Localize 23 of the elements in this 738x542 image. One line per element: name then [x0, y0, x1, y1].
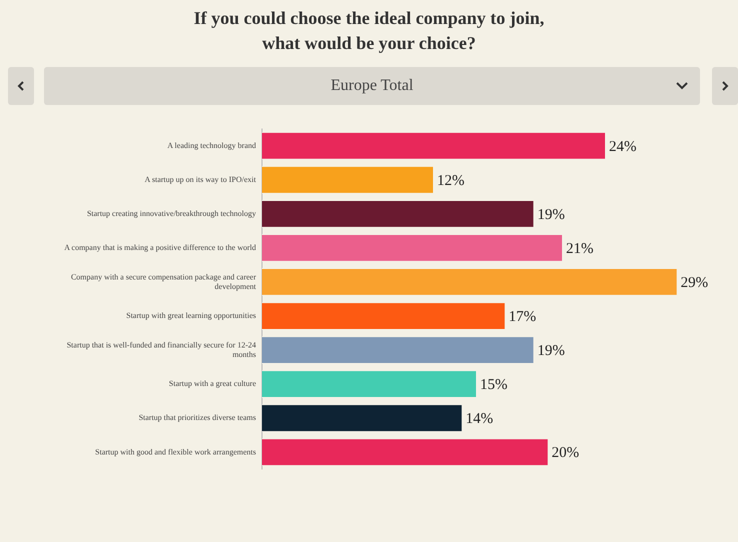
y-tick-label: Startup that is well-funded and financially secure for 12-24 months — [66, 340, 256, 359]
chart-title: If you could choose the ideal company to join, what would be your choice? — [192, 7, 546, 55]
data-label: 20% — [552, 445, 580, 462]
data-label: 12% — [437, 172, 464, 189]
data-label: 19% — [537, 342, 565, 359]
y-tick-label: Startup with a great culture — [168, 379, 256, 388]
y-tick-label: Startup creating innovative/breakthrough technology — [86, 208, 256, 218]
chart-subtitle: Europe Total — [330, 77, 414, 94]
data-label: 14% — [466, 411, 494, 428]
y-tick-label: A company that is making a positive difference to the world — [64, 243, 256, 252]
data-label: 24% — [609, 138, 636, 155]
y-tick-label: A leading technology brand — [167, 140, 256, 150]
y-tick-label: Company with a secure compensation package and career development — [70, 272, 257, 291]
data-label: 29% — [680, 274, 708, 291]
y-tick-label: A startup up on its way to IPO/exit — [144, 174, 257, 184]
dropdown: Europe Total — [44, 67, 700, 105]
data-label: 15% — [480, 377, 508, 394]
data-label: 19% — [537, 206, 565, 223]
data-label: 21% — [566, 240, 594, 257]
y-tick-label: Startup with great learning opportunities — [126, 311, 256, 320]
data-label: 17% — [508, 308, 536, 325]
y-tick-label: Startup with good and flexible work arrangements — [95, 447, 256, 456]
y-tick-label: Startup that prioritizes diverse teams — [138, 413, 256, 422]
